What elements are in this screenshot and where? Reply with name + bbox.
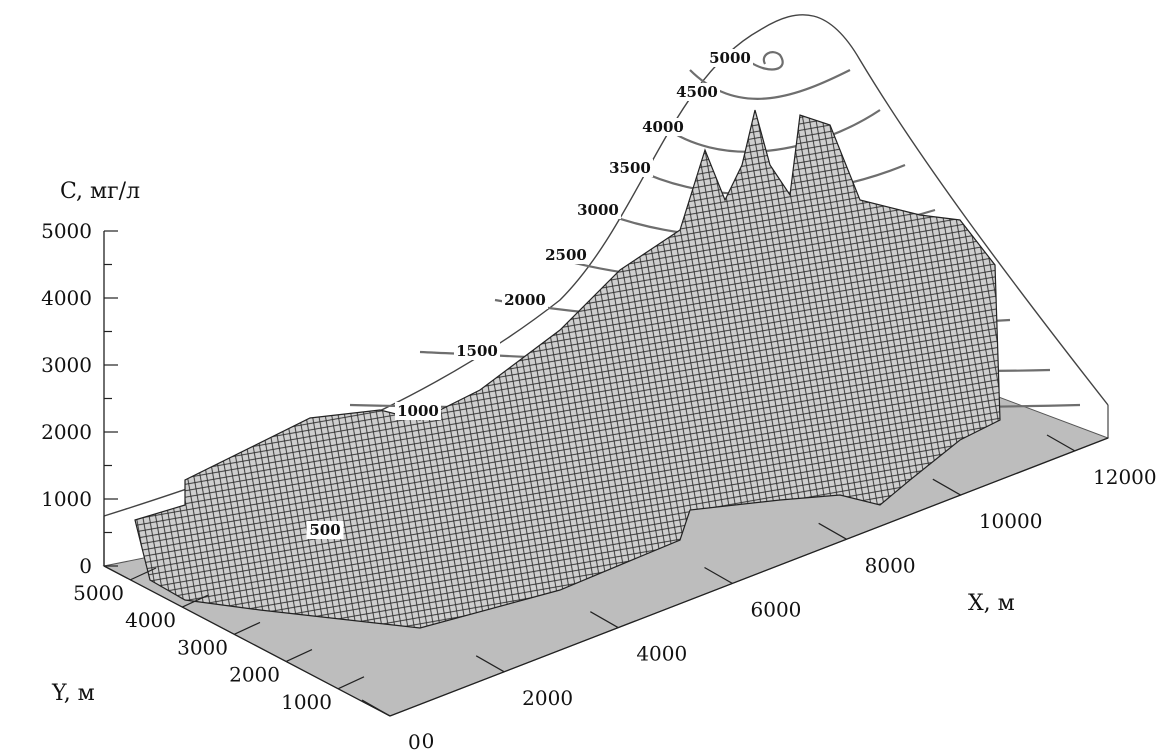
- contour-label-bg: [306, 521, 344, 539]
- x-tick-mark: [932, 478, 962, 496]
- contour-label-bg: [640, 118, 686, 136]
- contour-label: 5000: [709, 49, 751, 67]
- contour-label: 500: [309, 521, 340, 539]
- contour-label: 3500: [609, 159, 651, 177]
- y-axis-title: Y, м: [51, 681, 95, 706]
- y-tick-mark: [337, 676, 365, 690]
- x-tick-mark: [818, 522, 847, 540]
- contour-label: 3000: [577, 201, 619, 219]
- x-tick-label: 6000: [751, 598, 802, 622]
- contour-label-bg: [707, 49, 753, 67]
- y-tick-mark: [233, 621, 261, 635]
- x-tick-mark: [704, 566, 733, 585]
- contour-label-bg: [607, 159, 653, 177]
- x-tick-mark: [361, 699, 391, 717]
- x-tick-label: 0: [408, 730, 421, 751]
- x-axis-title: X, м: [968, 591, 1015, 616]
- contour-labels: 500 1000 1500 2000 2500 3000 3500 4000 4500 5000: [306, 49, 753, 539]
- x-tick-label: 12000: [1093, 465, 1157, 489]
- z-tick-label: 2000: [41, 420, 92, 444]
- z-tick-label: 0: [79, 554, 92, 578]
- z-tick-label: 4000: [41, 286, 92, 310]
- z-axis-ticks: 0 1000 2000 3000 4000 5000: [41, 219, 118, 578]
- z-axis-title: C, мг/л: [60, 179, 140, 204]
- origin-tick-label: 0: [422, 729, 435, 751]
- y-tick-label: 3000: [177, 635, 228, 659]
- x-tick-label: 8000: [865, 553, 916, 577]
- contour-label: 2500: [545, 246, 587, 264]
- x-axis-ticks: 0 2000 4000 6000 8000 10000 12000: [361, 434, 1157, 751]
- z-tick-label: 1000: [41, 487, 92, 511]
- concentration-surface: [134, 109, 1001, 629]
- y-tick-label: 5000: [73, 581, 124, 605]
- x-tick-label: 4000: [636, 642, 687, 666]
- y-tick-label: 4000: [125, 608, 176, 632]
- y-tick-label: 1000: [281, 690, 332, 714]
- contour-label: 2000: [504, 291, 546, 309]
- contour-label-bg: [543, 246, 589, 264]
- y-tick-mark: [181, 594, 209, 608]
- contour-label-bg: [395, 402, 441, 420]
- y-tick-label: 2000: [229, 663, 280, 687]
- x-tick-mark: [590, 611, 619, 629]
- contour-label: 1000: [397, 402, 439, 420]
- z-tick-label: 5000: [41, 219, 92, 243]
- x-tick-mark: [475, 655, 505, 673]
- contour-label: 4000: [642, 118, 684, 136]
- contour-label-bg: [674, 83, 720, 101]
- x-tick-mark: [1046, 434, 1076, 452]
- contour-label-bg: [454, 342, 500, 360]
- contour-label: 4500: [676, 83, 718, 101]
- y-tick-mark: [129, 567, 157, 581]
- y-axis-line: [103, 565, 391, 717]
- x-tick-label: 2000: [522, 686, 573, 710]
- contour-label: 1500: [456, 342, 498, 360]
- contour-label-bg: [502, 291, 548, 309]
- x-tick-label: 10000: [979, 509, 1043, 533]
- z-tick-label: 3000: [41, 353, 92, 377]
- contour-label-bg: [575, 201, 621, 219]
- x-axis-line: [389, 437, 1109, 717]
- y-tick-mark: [285, 649, 313, 663]
